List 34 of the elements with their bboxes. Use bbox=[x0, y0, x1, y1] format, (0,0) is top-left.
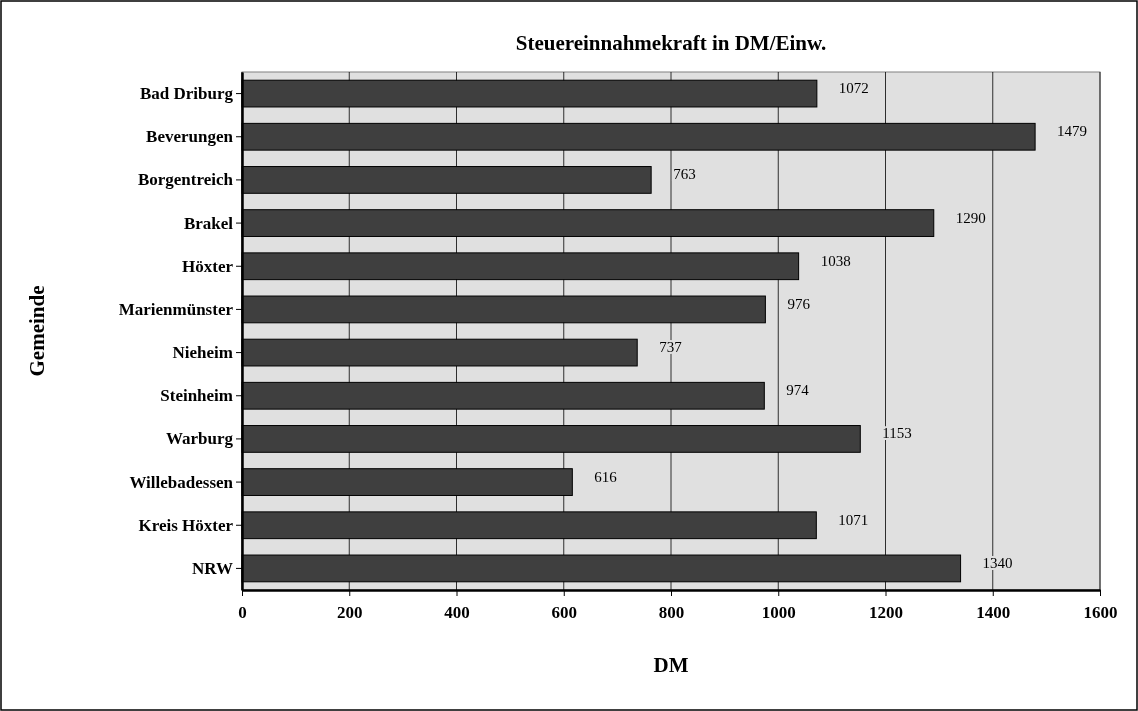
data-label: 1479 bbox=[1057, 123, 1088, 140]
chart-title: Steuereinnahmekraft in DM/Einw. bbox=[515, 31, 827, 55]
data-label: 1290 bbox=[955, 209, 986, 226]
x-tick-label: 600 bbox=[551, 602, 577, 622]
data-label: 974 bbox=[786, 382, 810, 399]
data-label: 1071 bbox=[838, 511, 869, 528]
x-tick-label: 800 bbox=[658, 602, 685, 622]
y-tick-label: Marienmünster bbox=[118, 299, 234, 319]
y-tick-label: Willebadessen bbox=[129, 472, 234, 492]
data-label: 763 bbox=[673, 166, 696, 183]
y-tick-label: Beverungen bbox=[146, 127, 234, 147]
y-axis-title: Gemeinde bbox=[25, 285, 49, 377]
data-label: 1038 bbox=[820, 252, 851, 269]
x-tick-label: 1200 bbox=[869, 602, 903, 622]
x-tick-label: 200 bbox=[337, 602, 363, 622]
x-tick-label: 1600 bbox=[1083, 602, 1118, 622]
x-tick-label: 0 bbox=[238, 602, 247, 622]
y-tick-label: Höxter bbox=[182, 256, 234, 276]
y-tick-label: Borgentreich bbox=[137, 170, 234, 190]
data-label: 976 bbox=[787, 295, 811, 312]
y-tick-label: Warburg bbox=[165, 429, 234, 449]
y-tick-label: Kreis Höxter bbox=[138, 515, 234, 535]
data-label: 616 bbox=[594, 468, 618, 485]
x-tick-label: 1400 bbox=[976, 602, 1011, 622]
y-tick-label: NRW bbox=[192, 558, 233, 578]
x-axis-title: DM bbox=[653, 653, 689, 677]
y-tick-label: Steinheim bbox=[160, 386, 233, 406]
data-label: 737 bbox=[659, 339, 683, 356]
x-tick-label: 400 bbox=[444, 602, 470, 622]
y-tick-label: Bad Driburg bbox=[139, 84, 234, 104]
y-tick-label: Nieheim bbox=[172, 343, 233, 363]
x-tick-label: 1000 bbox=[761, 602, 796, 622]
data-label: 1072 bbox=[838, 80, 869, 97]
y-tick-label: Brakel bbox=[183, 213, 234, 233]
